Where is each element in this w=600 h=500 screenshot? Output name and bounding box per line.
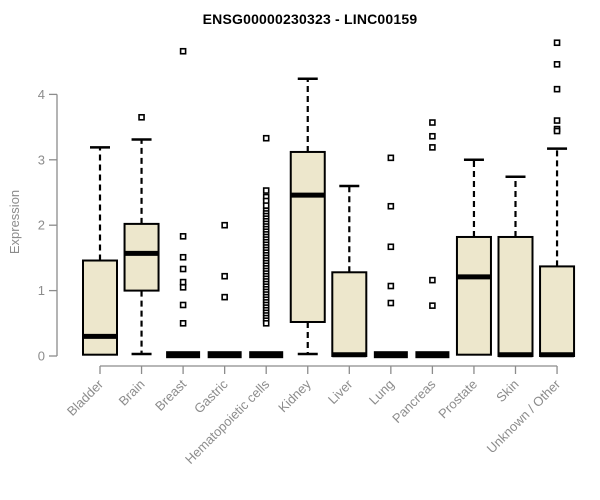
box-pancreas-outlier-point <box>429 276 436 284</box>
box-breast-outlier-point <box>179 265 187 273</box>
box-lung-outlier-point <box>387 202 395 210</box>
box-pancreas-outlier-point <box>429 119 436 126</box>
box-pancreas-outlier-point <box>429 132 436 140</box>
box-unknown-other-outlier-point <box>553 85 561 93</box>
y-tick-label: 4 <box>38 87 45 102</box>
box-hematopoietic-cells-outlier-point <box>262 187 270 194</box>
box-breast-outlier-point <box>179 284 187 291</box>
box-lung-outlier-point <box>387 299 395 307</box>
chart-title: ENSG00000230323 - LINC00159 <box>202 11 418 27</box>
y-tick-label: 3 <box>38 152 45 167</box>
box-gastric-outlier-point <box>221 293 228 301</box>
box-lung-outlier-point <box>387 282 395 290</box>
x-tick-label-liver: Liver <box>325 376 356 407</box>
y-tick-label: 0 <box>38 349 45 364</box>
box-lung-outlier-point <box>387 154 395 162</box>
y-tick-label: 1 <box>38 283 45 298</box>
box-breast <box>166 351 201 359</box>
box-kidney <box>289 150 326 323</box>
box-breast-outlier-point <box>179 278 187 286</box>
x-tick-label-skin: Skin <box>493 377 521 405</box>
box-pancreas <box>415 351 450 359</box>
box-breast-outlier-point <box>179 319 187 327</box>
box-unknown-other-outlier-point <box>553 39 561 47</box>
box-unknown-other-outlier-point <box>553 61 561 68</box>
box-breast-outlier-point <box>179 47 187 55</box>
box-lung-outlier-point <box>387 243 395 251</box>
box-hematopoietic-cells-outlier-point <box>262 319 270 327</box>
box-gastric-outlier-point <box>221 272 228 280</box>
box-pancreas-outlier-point <box>429 302 436 309</box>
x-tick-label-bladder: Bladder <box>64 376 107 419</box>
box-prostate <box>455 235 492 356</box>
box-breast-outlier-point <box>179 301 187 309</box>
box-brain <box>123 222 160 292</box>
box-unknown-other-outlier-point <box>553 127 561 135</box>
x-tick-label-breast: Breast <box>152 376 189 413</box>
x-tick-label-unknown-other: Unknown / Other <box>484 376 564 456</box>
box-hematopoietic-cells <box>249 351 284 359</box>
x-tick-label-pancreas: Pancreas <box>389 376 439 426</box>
box-gastric <box>207 351 242 359</box>
box-liver <box>331 271 368 357</box>
box-brain-outlier-point <box>138 113 145 121</box>
box-lung <box>373 351 408 359</box>
box-breast-outlier-point <box>179 253 187 261</box>
box-hematopoietic-cells-outlier-point <box>262 202 270 209</box>
x-tick-label-gastric: Gastric <box>191 376 231 416</box>
y-tick-label: 2 <box>38 218 45 233</box>
x-tick-label-kidney: Kidney <box>275 376 314 415</box>
box-bladder <box>82 259 118 356</box>
box-skin <box>497 235 534 357</box>
x-tick-label-brain: Brain <box>116 377 148 409</box>
x-tick-label-prostate: Prostate <box>435 377 480 422</box>
box-unknown-other-outlier-point <box>553 117 561 124</box>
box-unknown-other <box>539 265 576 358</box>
box-pancreas-outlier-point <box>429 144 436 151</box>
box-gastric-outlier-point <box>221 221 228 229</box>
box-hematopoietic-cells-outlier-point <box>262 134 270 142</box>
box-breast-outlier-point <box>179 233 187 240</box>
x-tick-label-lung: Lung <box>366 377 397 408</box>
